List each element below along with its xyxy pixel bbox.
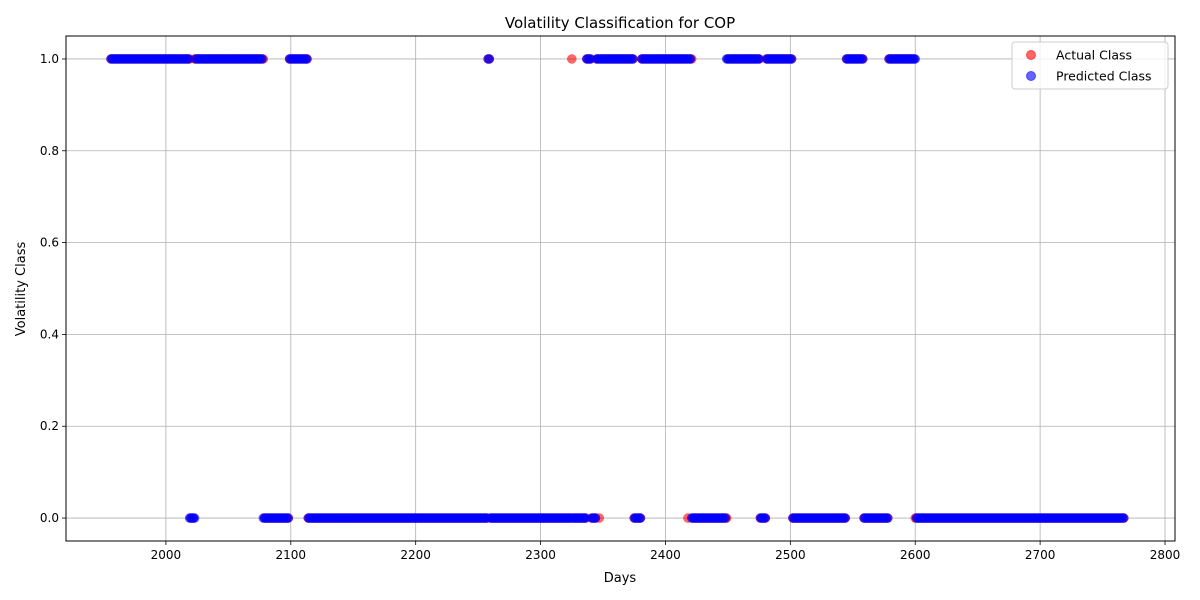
y-axis-label: Volatility Class <box>14 242 29 337</box>
predicted-class-point <box>635 513 646 523</box>
plot-frame <box>65 35 1176 542</box>
x-tick-label: 2600 <box>900 548 931 562</box>
predicted-class-series <box>106 54 1129 523</box>
legend-label-predicted: Predicted Class <box>1056 69 1152 84</box>
y-tick-label: 0.2 <box>40 419 59 433</box>
x-tick-label: 2400 <box>650 548 681 562</box>
predicted-class-point <box>189 513 200 523</box>
predicted-class-point <box>685 54 696 64</box>
legend-marker-actual <box>1026 50 1036 60</box>
plot-points <box>106 54 1129 523</box>
actual-class-point <box>567 54 577 64</box>
legend-marker-predicted <box>1026 71 1036 81</box>
x-tick-label: 2100 <box>276 548 307 562</box>
y-tick-label: 0.4 <box>40 327 59 341</box>
predicted-class-point <box>786 54 797 64</box>
x-tick-label: 2800 <box>1150 548 1181 562</box>
predicted-class-point <box>302 54 312 64</box>
y-tick-label: 0.0 <box>40 511 59 525</box>
chart-title: Volatility Classification for COP <box>505 14 735 32</box>
legend-label-actual: Actual Class <box>1056 48 1132 63</box>
predicted-class-point <box>484 54 495 64</box>
predicted-class-point <box>628 54 638 64</box>
predicted-class-point <box>858 54 868 64</box>
predicted-class-point <box>257 54 267 64</box>
predicted-class-point <box>590 513 601 523</box>
predicted-class-point <box>910 54 920 64</box>
x-tick-label: 2300 <box>525 548 556 562</box>
x-tick-label: 2500 <box>775 548 806 562</box>
y-tick-label: 0.8 <box>40 144 59 158</box>
x-axis-label: Days <box>604 571 637 586</box>
x-tick-label: 2700 <box>1025 548 1056 562</box>
y-axis: 0.0 0.2 0.4 0.6 0.8 1.0 <box>40 52 66 525</box>
predicted-class-point <box>720 513 731 523</box>
x-tick-label: 2000 <box>151 548 182 562</box>
predicted-class-point <box>760 513 771 523</box>
y-tick-label: 0.6 <box>40 236 59 250</box>
legend-box <box>1011 41 1169 90</box>
predicted-class-point <box>1119 513 1129 523</box>
x-tick-label: 2200 <box>400 548 431 562</box>
legend: Actual Class Predicted Class <box>1011 41 1169 90</box>
x-axis: 2000 2100 2200 2300 2400 2500 2600 2700 2800 <box>151 541 1181 562</box>
predicted-class-point <box>283 513 294 523</box>
predicted-class-point <box>883 513 893 523</box>
y-tick-label: 1.0 <box>40 52 59 66</box>
predicted-class-point <box>840 513 851 523</box>
